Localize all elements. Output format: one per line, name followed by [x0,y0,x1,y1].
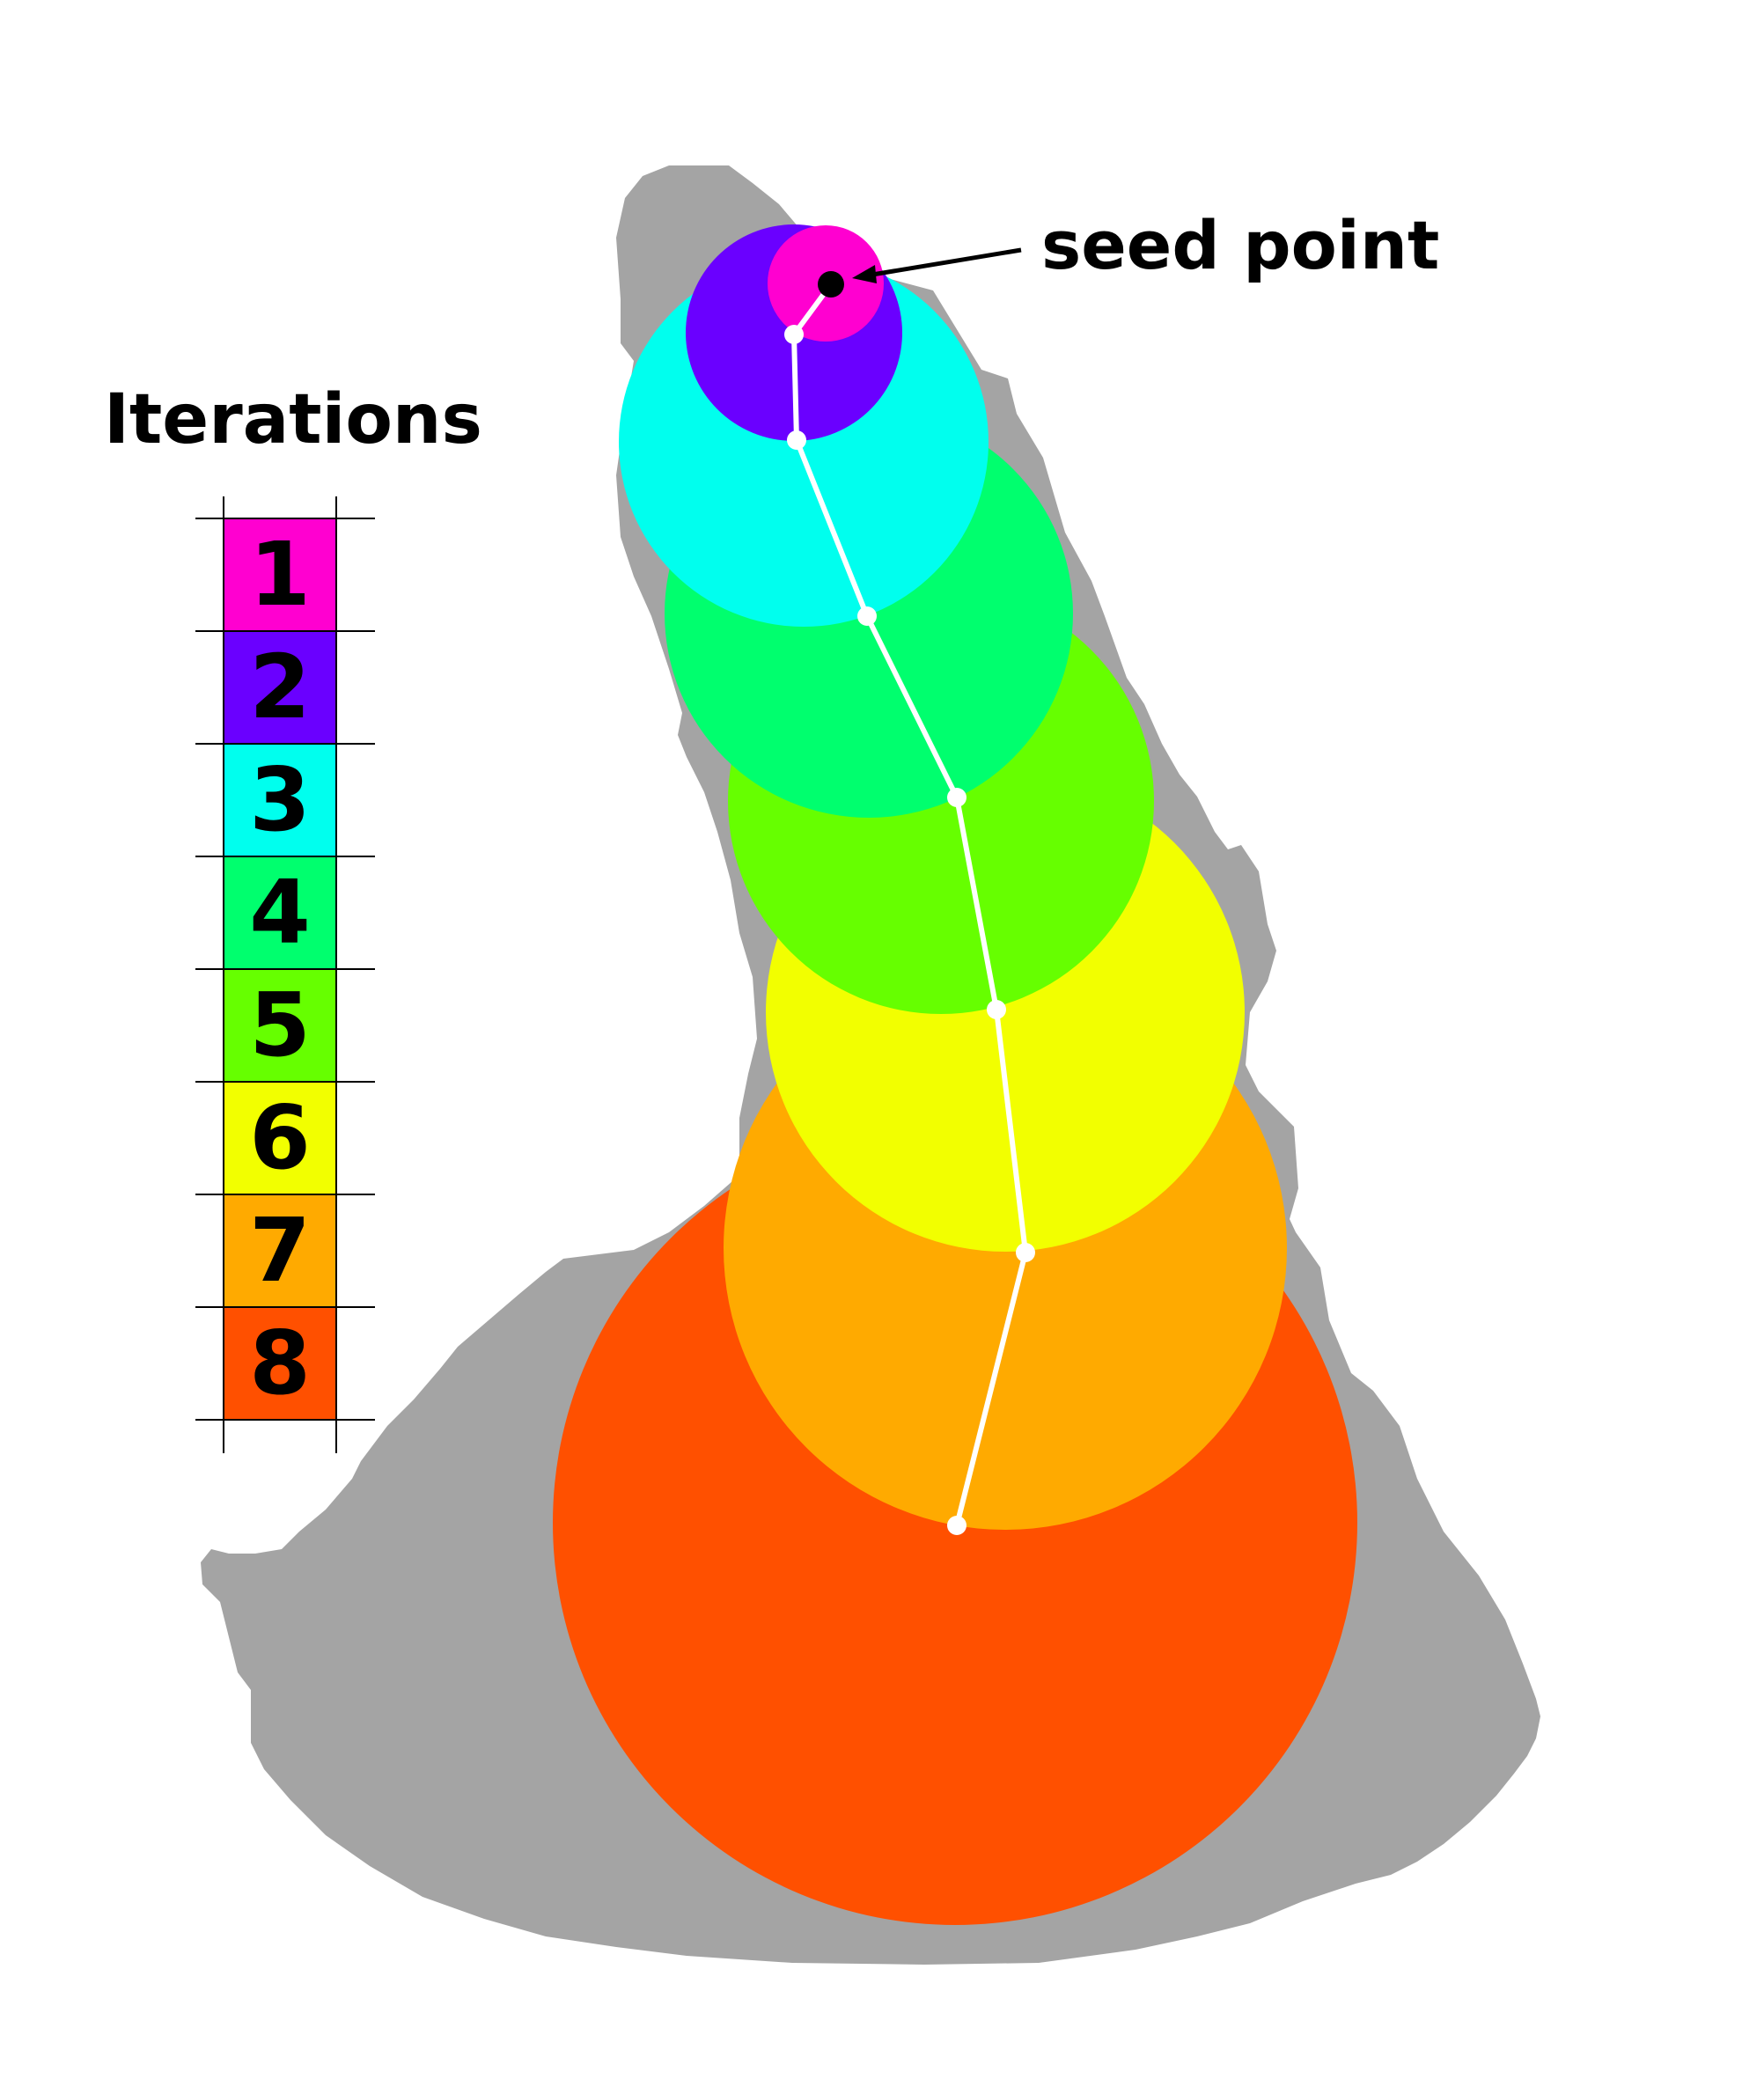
legend-swatch-5 [224,969,336,1082]
center-path [791,283,1028,1526]
center-point [947,1516,967,1535]
legend-label-6: 6 [249,1086,311,1189]
legend-label-1: 1 [249,523,311,626]
legend-swatch-4 [224,856,336,969]
center-point [947,788,967,807]
center-point [857,606,877,626]
legend-label-7: 7 [249,1199,311,1302]
legend-label-2: 2 [249,636,311,738]
legend-label-4: 4 [249,861,311,964]
legend-swatch-6 [224,1082,336,1194]
legend-label-3: 3 [249,748,311,851]
center-point [784,325,804,344]
legend-label-5: 5 [249,974,311,1076]
center-point [987,1000,1006,1019]
center-point [1016,1243,1035,1262]
seed-point-arrow [852,247,1022,283]
center-point [787,430,806,450]
seed-point-marker [818,271,844,298]
legend-label-8: 8 [249,1312,311,1414]
seed-point-label: seed point [1041,206,1439,284]
legend-title: Iterations [104,380,482,459]
legend-swatch-7 [224,1194,336,1307]
legend-swatch-1 [224,518,336,631]
legend-swatch-3 [224,744,336,856]
legend-swatch-8 [224,1307,336,1420]
legend-swatch-2 [224,631,336,744]
center-points [784,325,1035,1535]
